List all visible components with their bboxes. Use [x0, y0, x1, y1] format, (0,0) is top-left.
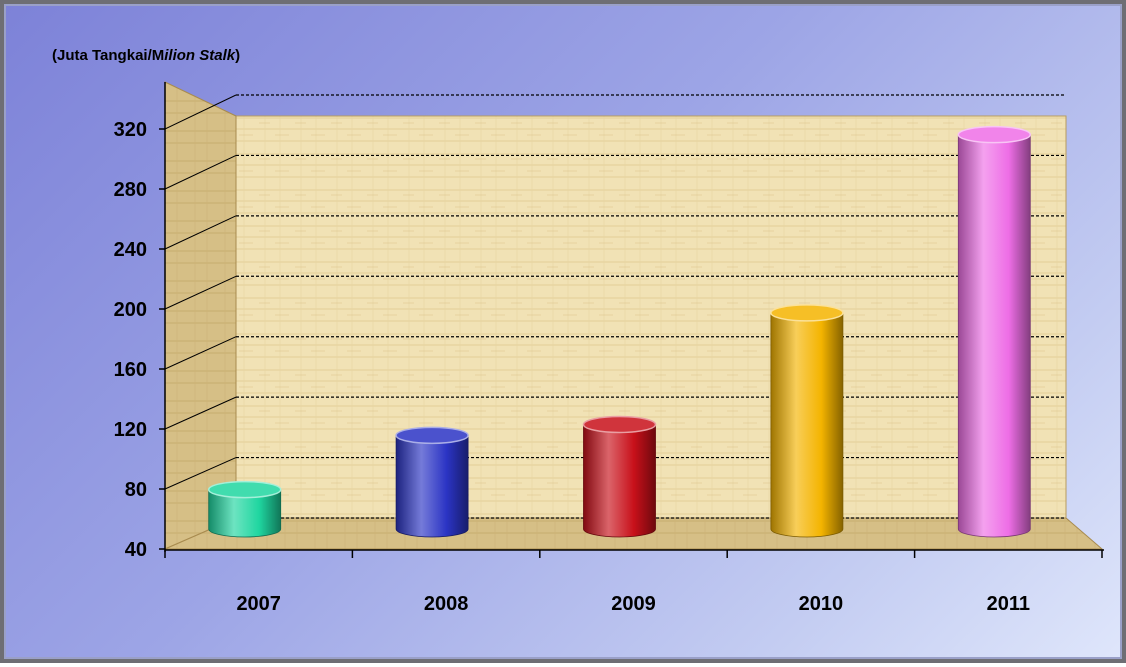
x-tick-label: 2011 [987, 593, 1030, 615]
gridline-side [164, 396, 237, 430]
side-wall [164, 81, 237, 550]
gridlines [164, 94, 1066, 519]
y-tick-label: 200 [114, 299, 147, 321]
bar-top [207, 480, 282, 499]
x-tick-label: 2010 [799, 593, 844, 615]
y-tick-label: 320 [114, 119, 147, 141]
bar-2010 [770, 304, 844, 538]
y-tick-label: 40 [125, 539, 147, 561]
y-axis-ticks: 40 80 120 160 200 240 280 320 [114, 119, 165, 561]
y-tick-label: 240 [114, 239, 147, 261]
bar-2008 [395, 426, 469, 538]
bar-body [208, 489, 282, 538]
y-tick-label: 280 [114, 179, 147, 201]
bar-body [770, 312, 844, 538]
bar-top [957, 125, 1032, 144]
y-tick-label: 120 [114, 419, 147, 441]
y-axis-title-part-2: ilion Stalk [164, 47, 236, 64]
bar-body [395, 434, 469, 538]
gridline-side [164, 154, 237, 190]
y-axis-title: (Juta Tangkai/Milion Stalk) [52, 47, 240, 64]
bar-2011 [957, 125, 1032, 538]
bar-body [583, 424, 656, 538]
bar-body [957, 134, 1031, 538]
bar-2007 [207, 480, 282, 538]
gridline-side [164, 336, 237, 370]
gridline-side [164, 457, 237, 490]
gridline-side [164, 94, 237, 130]
y-tick-label: 160 [114, 359, 147, 381]
bar-top [582, 415, 657, 434]
bars [207, 125, 1032, 538]
y-axis-title-part-1: (Juta Tangkai/M [52, 47, 164, 64]
x-tick-label: 2009 [611, 593, 656, 615]
x-tick-label: 2007 [236, 593, 281, 615]
bar-top [395, 426, 469, 445]
y-tick-label: 80 [125, 479, 147, 501]
bar-top [770, 304, 844, 322]
y-axis-title-part-3: ) [235, 47, 240, 64]
gridline-side [164, 215, 237, 250]
x-tick-label: 2008 [424, 593, 469, 615]
bar-2009 [582, 415, 657, 538]
x-axis-ticks: 2007 2008 2009 2010 2011 [164, 550, 1103, 615]
gridline-side [164, 275, 237, 310]
